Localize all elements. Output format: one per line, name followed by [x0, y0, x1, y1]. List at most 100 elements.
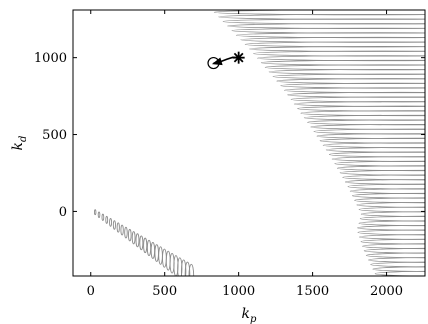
lower-ellipse [143, 237, 148, 254]
lower-ellipse [116, 222, 120, 233]
boundary-ellipse [347, 183, 425, 190]
lower-ellipse [112, 220, 116, 230]
y-axis-label-main: k [10, 142, 26, 150]
lower-ellipse [184, 261, 191, 276]
boundary-ellipse [334, 160, 425, 167]
lower-ellipse [120, 224, 124, 236]
boundary-ellipse [213, 10, 425, 16]
boundary-ellipse [280, 82, 425, 89]
boundary-ellipse [249, 46, 425, 52]
boundary-ellipse [235, 32, 425, 39]
boundary-ellipse [264, 64, 425, 71]
boundary-ellipse [218, 13, 425, 20]
end-circle-marker [207, 56, 220, 70]
boundary-ellipse [231, 27, 425, 34]
y-tick-label: 500 [42, 128, 67, 143]
boundary-ellipse [328, 151, 425, 158]
boundary-ellipse [368, 257, 425, 263]
x-tick-label: 1500 [296, 284, 329, 299]
boundary-ellipse [365, 252, 425, 259]
boundary-ellipse [357, 224, 425, 231]
boundary-ellipse [360, 238, 425, 245]
lower-ellipse [131, 231, 136, 245]
asterisk-stroke [233, 52, 244, 63]
y-axis-label: kd [10, 136, 29, 151]
boundary-ellipse [300, 110, 425, 117]
boundary-ellipse [290, 96, 425, 103]
boundary-ellipse [362, 243, 425, 250]
lower-ellipse [101, 213, 105, 221]
lower-ellipse [105, 215, 109, 224]
axes-box [72, 9, 426, 277]
boundary-ellipse [342, 174, 425, 181]
boundary-ellipse [272, 73, 425, 80]
boundary-ellipse [358, 220, 425, 227]
boundary-ellipse [356, 202, 425, 208]
lower-ellipse [177, 257, 183, 276]
boundary-ellipse [253, 50, 425, 57]
boundary-ellipse [310, 124, 425, 130]
boundary-ellipse [360, 211, 425, 217]
boundary-ellipse [363, 247, 425, 254]
lower-ellipse [124, 226, 128, 239]
boundary-ellipse [336, 165, 425, 172]
lower-ellipse [128, 228, 132, 242]
boundary-ellipse [297, 105, 425, 112]
y-tick-label: 1000 [34, 51, 67, 66]
boundary-ellipse [268, 68, 425, 75]
boundary-ellipse [354, 197, 425, 204]
boundary-ellipse [303, 114, 425, 121]
marker-layer [207, 51, 245, 70]
start-asterisk-marker [232, 51, 245, 64]
boundary-ellipse [244, 41, 425, 48]
boundary-ellipse [316, 133, 425, 140]
x-tick-label: 0 [87, 284, 95, 299]
boundary-ellipse [352, 192, 425, 199]
boundary-ellipse [349, 188, 425, 195]
boundary-ellipse [370, 261, 425, 268]
boundary-ellipse [359, 215, 425, 222]
boundary-ellipse [372, 266, 425, 272]
x-axis-label: kp [242, 306, 257, 324]
lower-ellipse [180, 259, 187, 276]
trajectory-arrowhead [211, 57, 223, 66]
boundary-ellipse [222, 18, 425, 25]
boundary-ellipse [276, 78, 425, 85]
lower-ellipse [146, 239, 152, 257]
boundary-ellipse [374, 270, 425, 276]
boundary-ellipse [359, 234, 425, 240]
boundary-ellipse [322, 142, 425, 149]
lower-ellipse [97, 211, 101, 219]
boundary-ellipse [357, 229, 425, 236]
lower-ellipse [109, 218, 113, 227]
y-tick-label: 0 [59, 205, 67, 220]
x-tick-label: 500 [152, 284, 177, 299]
boundary-ellipse [257, 55, 425, 62]
lower-ellipse [139, 235, 144, 251]
lower-ellipse [93, 209, 97, 216]
boundary-ellipse [260, 59, 425, 66]
boundary-ellipse [358, 206, 425, 213]
x-tick-label: 2000 [370, 284, 403, 299]
boundary-ellipse [325, 146, 425, 153]
boundary-ellipse [293, 101, 425, 107]
boundary-ellipse [331, 156, 425, 162]
series-layer [93, 10, 425, 276]
boundary-ellipse [283, 87, 425, 94]
lower-ellipse [188, 263, 195, 276]
x-axis-label-main: k [242, 306, 250, 322]
boundary-ellipse [287, 91, 425, 98]
tick-layer: 0 500 1000 1500 2000 0 500 1000 [34, 10, 425, 299]
x-axis-label-sub: p [250, 314, 257, 324]
boundary-ellipse [307, 119, 425, 126]
x-tick-label: 1000 [222, 284, 255, 299]
boundary-ellipse [344, 179, 425, 185]
boundary-ellipse [313, 128, 425, 135]
boundary-ellipse [319, 137, 425, 144]
boundary-ellipse [339, 169, 425, 176]
boundary-ellipse [227, 23, 425, 29]
lower-ellipse [135, 233, 140, 248]
boundary-ellipse [240, 36, 425, 43]
y-axis-label-sub: d [18, 136, 29, 142]
